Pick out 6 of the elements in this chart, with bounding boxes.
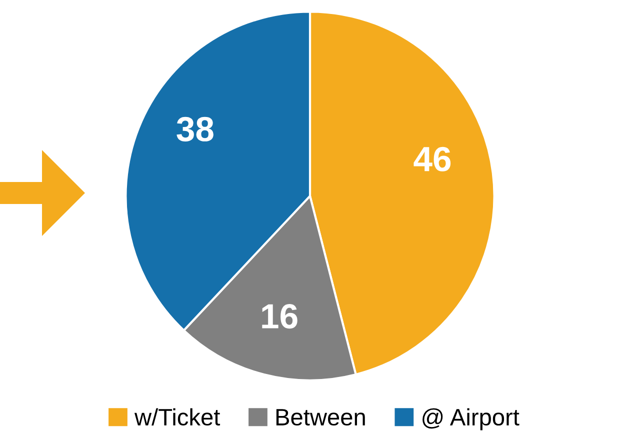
legend-label: w/Ticket xyxy=(134,408,220,426)
data-label: 38 xyxy=(176,116,214,142)
data-label: 16 xyxy=(262,304,298,329)
legend-label: @ Airport xyxy=(422,408,520,430)
legend-label: Between xyxy=(276,409,365,426)
data-label: 46 xyxy=(414,146,451,172)
